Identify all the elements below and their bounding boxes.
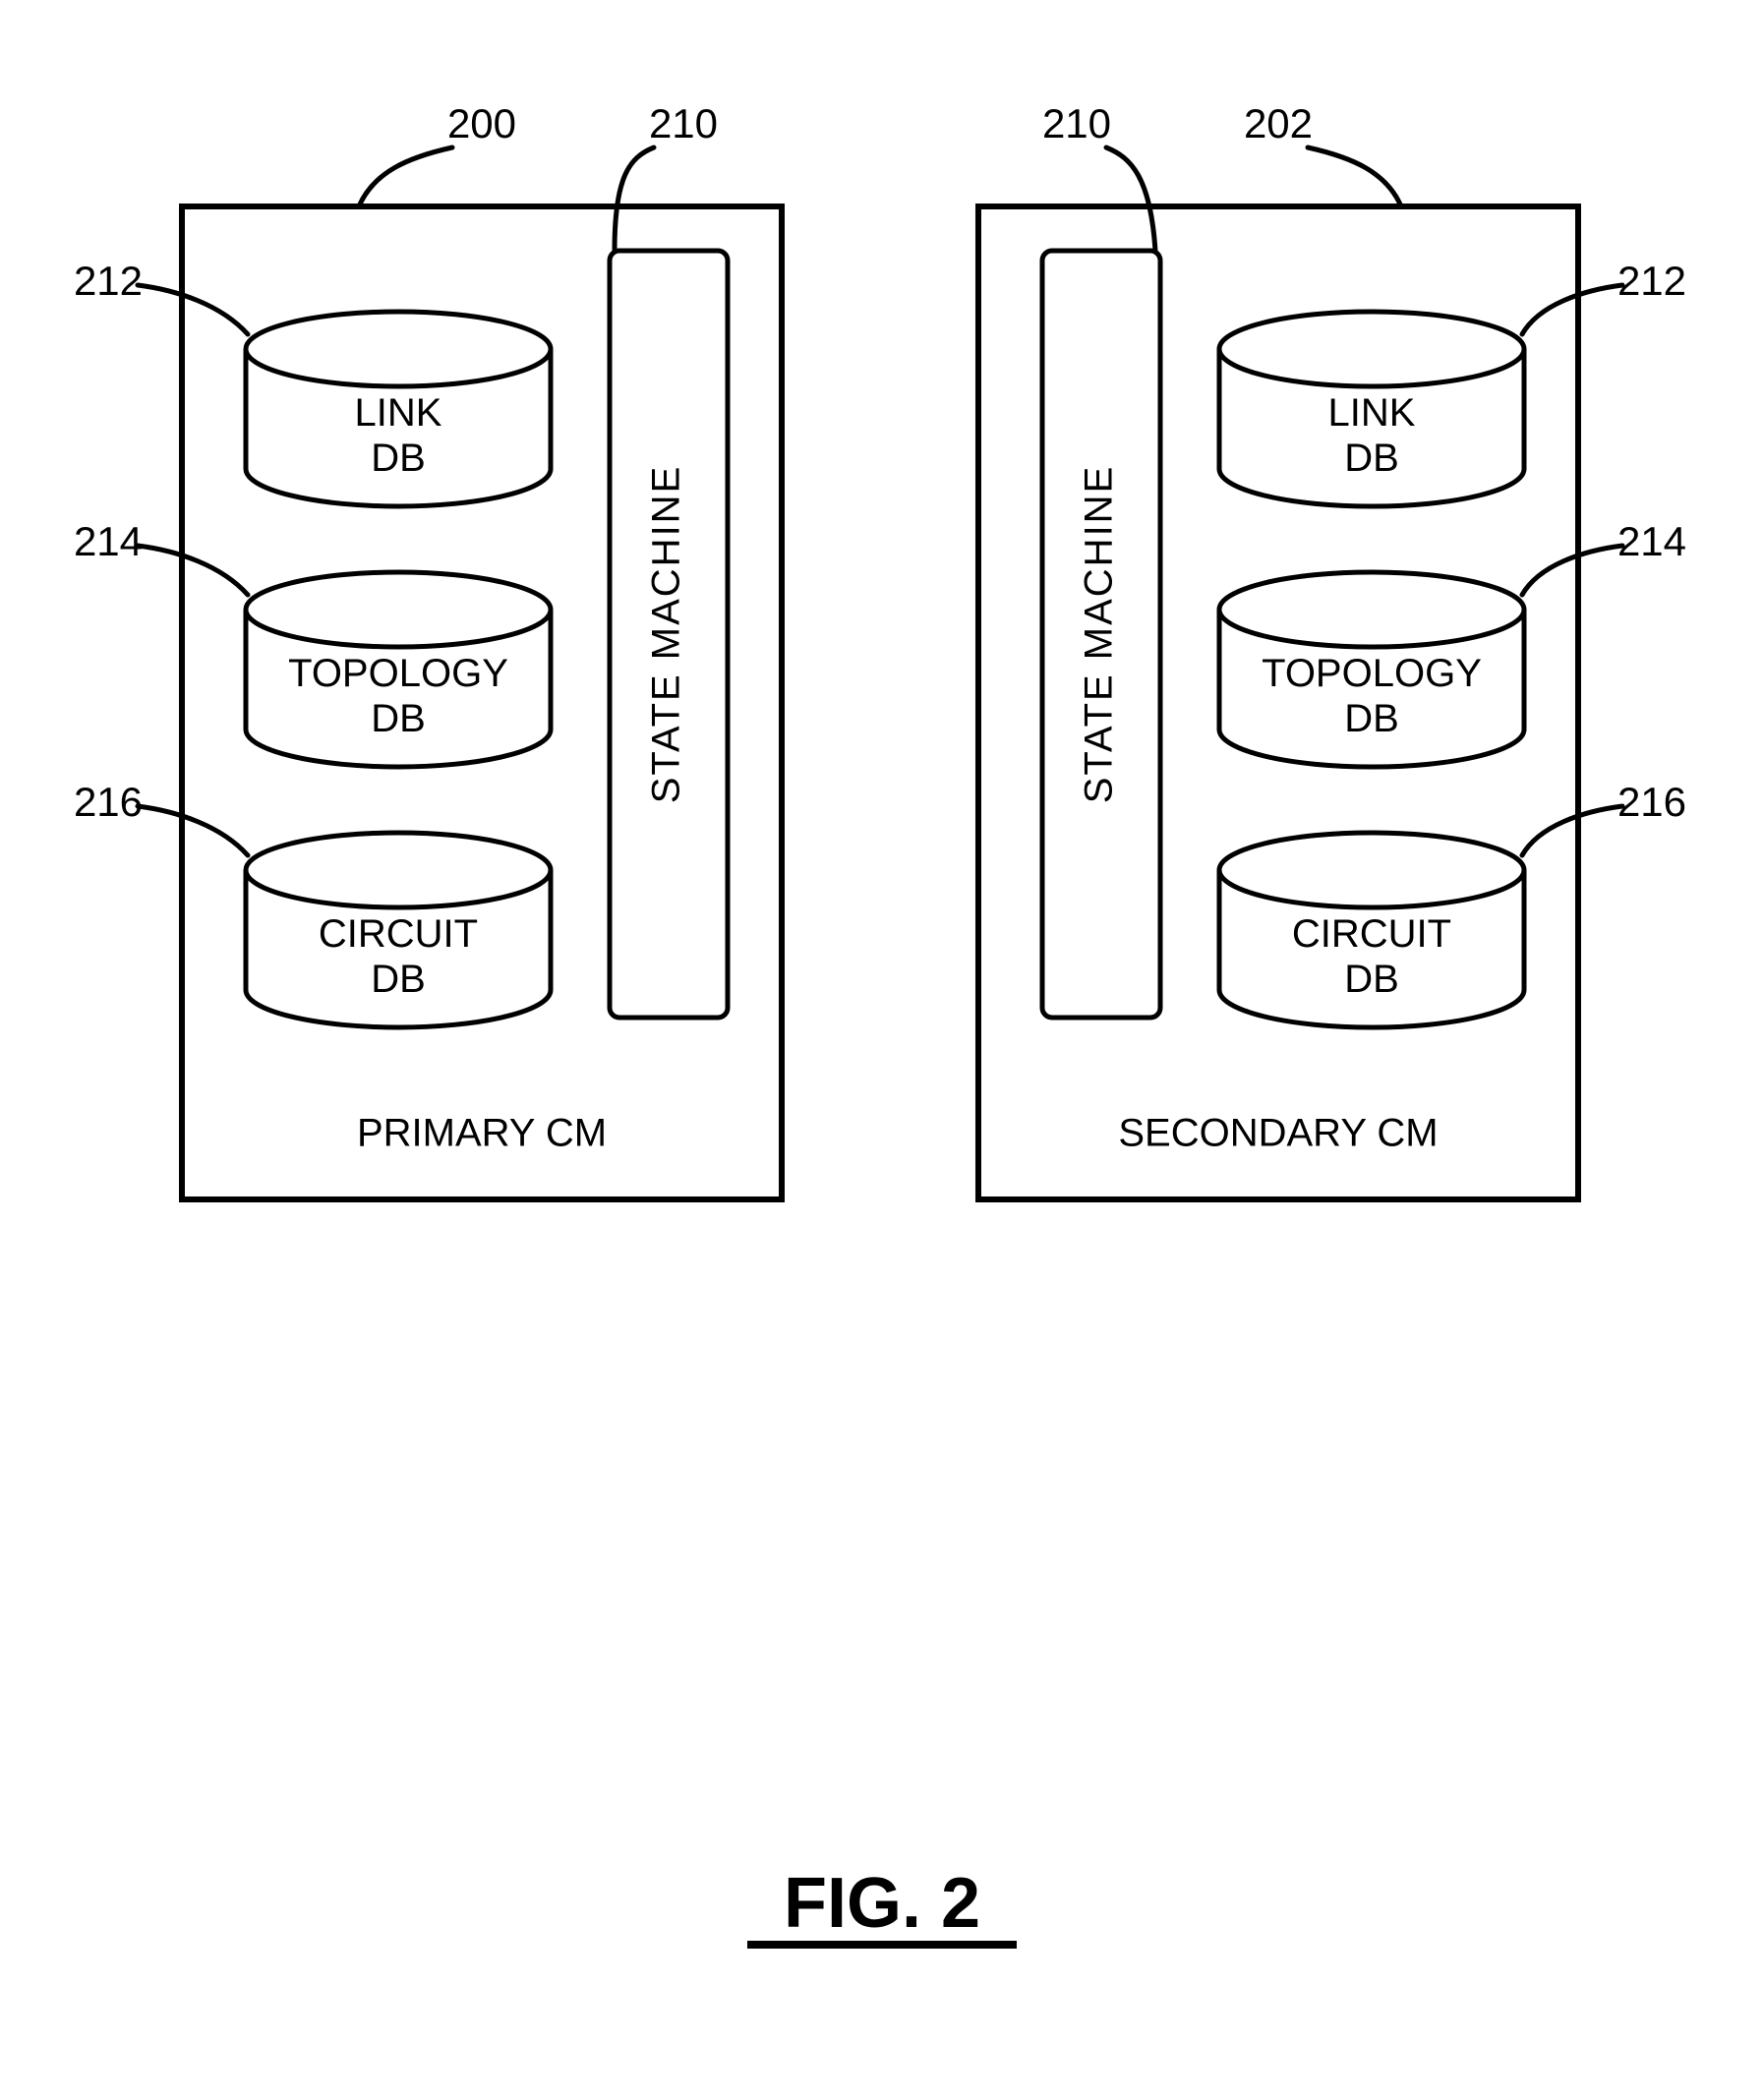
db-cylinder-top (1219, 572, 1524, 647)
db-label: LINK (1328, 391, 1416, 435)
primary-cm: PRIMARY CMSTATE MACHINELINKDBTOPOLOGYDBC… (182, 206, 782, 1199)
ref-202: 202 (1244, 100, 1313, 146)
db-cylinder-top (246, 312, 551, 386)
figure-caption: FIG. 2 (784, 1864, 980, 1943)
db-label: TOPOLOGY (288, 652, 508, 695)
ref-214: 214 (74, 518, 143, 564)
db-label: CIRCUIT (1292, 912, 1451, 956)
ref-216: 216 (74, 779, 143, 825)
db-label: CIRCUIT (319, 912, 478, 956)
db-label: LINK (355, 391, 442, 435)
db-label: TOPOLOGY (1262, 652, 1482, 695)
db-label: DB (371, 697, 426, 740)
secondary-cm: SECONDARY CMSTATE MACHINELINKDBTOPOLOGYD… (978, 206, 1578, 1199)
diagram-canvas: PRIMARY CMSTATE MACHINELINKDBTOPOLOGYDBC… (0, 0, 1764, 2100)
db-label: DB (371, 958, 426, 1001)
ref-212: 212 (1617, 258, 1686, 304)
leader-202 (1308, 147, 1401, 206)
state-machine-label: STATE MACHINE (645, 465, 688, 804)
ref-210: 210 (649, 100, 718, 146)
db-label: DB (1344, 697, 1399, 740)
leader-200 (359, 147, 452, 206)
cm-label: SECONDARY CM (1118, 1112, 1438, 1155)
db-label: DB (371, 437, 426, 480)
db-label: DB (1344, 437, 1399, 480)
db-cylinder-top (1219, 833, 1524, 907)
ref-216: 216 (1617, 779, 1686, 825)
ref-200: 200 (447, 100, 516, 146)
ref-212: 212 (74, 258, 143, 304)
cm-label: PRIMARY CM (357, 1112, 607, 1155)
ref-214: 214 (1617, 518, 1686, 564)
state-machine-label: STATE MACHINE (1078, 465, 1121, 804)
ref-210: 210 (1042, 100, 1111, 146)
db-cylinder-top (1219, 312, 1524, 386)
db-cylinder-top (246, 833, 551, 907)
db-label: DB (1344, 958, 1399, 1001)
db-cylinder-top (246, 572, 551, 647)
